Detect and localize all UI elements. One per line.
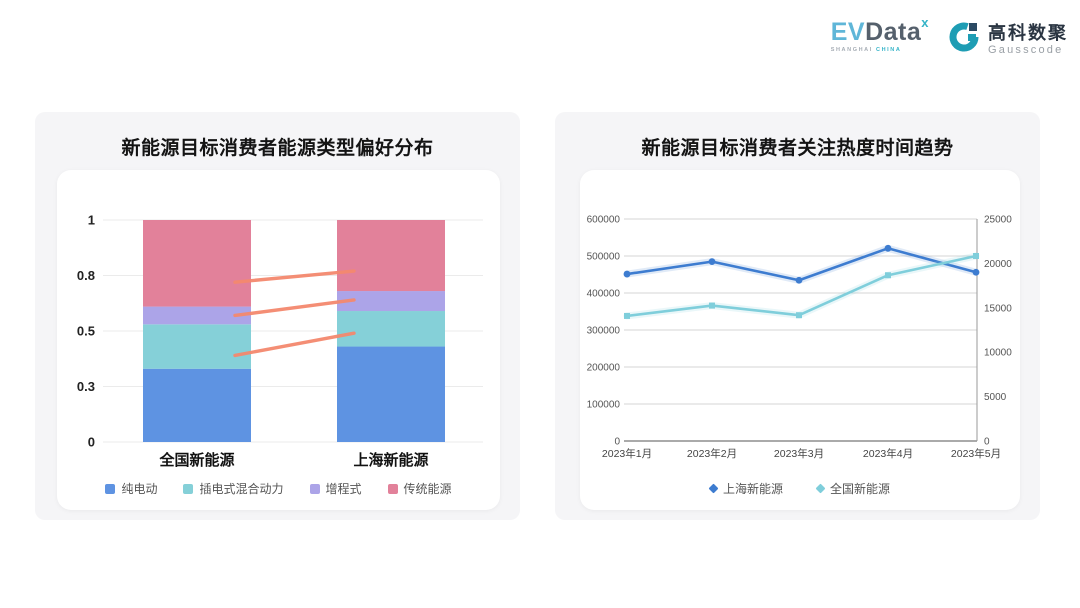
svg-text:0: 0 xyxy=(88,435,95,450)
legend-item[interactable]: 纯电动 xyxy=(105,480,157,497)
legend-item[interactable]: 插电式混合动力 xyxy=(183,480,284,497)
legend-marker-icon xyxy=(183,483,194,494)
svg-text:400000: 400000 xyxy=(587,289,621,300)
svg-text:全国新能源: 全国新能源 xyxy=(158,451,234,469)
legend-marker-icon xyxy=(105,483,116,494)
svg-text:0: 0 xyxy=(614,437,620,448)
legend-item[interactable]: 全国新能源 xyxy=(815,480,891,497)
header: EVDatax SHANGHAI CHINA 高科数聚 Gausscode xyxy=(830,16,1068,59)
gausscode-cn-name: 高科数聚 xyxy=(988,22,1068,43)
line-chart-title: 新能源目标消费者关注热度时间趋势 xyxy=(641,138,954,159)
svg-text:2023年3月: 2023年3月 xyxy=(774,447,824,460)
svg-text:上海新能源: 上海新能源 xyxy=(353,451,428,469)
line-chart-panel: 0 100000 200000 300000 400000 500000 600000 0 50… xyxy=(580,170,1020,510)
svg-text:500000: 500000 xyxy=(587,252,621,263)
trend-line-chart: 0 100000 200000 300000 400000 500000 600000 0 50… xyxy=(587,215,1013,461)
evdata-x-icon: x xyxy=(921,15,929,30)
svg-text:2023年4月: 2023年4月 xyxy=(863,447,913,460)
svg-text:100000: 100000 xyxy=(587,400,621,411)
legend-item[interactable]: 传统能源 xyxy=(387,480,452,497)
gausscode-g-icon xyxy=(947,20,981,59)
svg-text:15000: 15000 xyxy=(984,303,1012,314)
legend-label: 全国新能源 xyxy=(830,482,891,496)
svg-text:1: 1 xyxy=(88,213,95,228)
bar-chart-legend: 纯电动 插电式混合动力 增程式 传统能源 xyxy=(57,480,500,497)
evdata-data-text: Data xyxy=(865,18,922,46)
svg-text:25000: 25000 xyxy=(984,215,1012,226)
legend-item[interactable]: 上海新能源 xyxy=(708,480,783,497)
svg-text:20000: 20000 xyxy=(984,259,1012,270)
legend-label: 上海新能源 xyxy=(722,482,783,496)
bar-chart-panel: 0 0.3 0.5 0.8 1 全国新能源 上海新能源 纯电动 插电式混合动力 增程式 传统能源 xyxy=(57,170,500,510)
gausscode-logo: 高科数聚 Gausscode xyxy=(947,20,1068,59)
svg-text:2023年1月: 2023年1月 xyxy=(602,447,652,460)
evdata-wordmark: EVDatax xyxy=(830,16,929,46)
svg-text:0.3: 0.3 xyxy=(77,379,95,394)
legend-label: 增程式 xyxy=(325,482,362,496)
svg-text:0.5: 0.5 xyxy=(77,324,95,339)
legend-marker-icon xyxy=(708,483,719,494)
legend-marker-icon xyxy=(387,483,398,494)
svg-text:0: 0 xyxy=(984,437,990,448)
svg-text:2023年5月: 2023年5月 xyxy=(951,447,1001,460)
svg-text:2023年2月: 2023年2月 xyxy=(687,447,737,460)
svg-text:300000: 300000 xyxy=(587,326,621,337)
legend-label: 传统能源 xyxy=(403,482,452,496)
gausscode-en-name: Gausscode xyxy=(988,43,1064,56)
evdata-ev-text: EV xyxy=(830,18,866,46)
svg-text:10000: 10000 xyxy=(984,348,1012,359)
svg-text:5000: 5000 xyxy=(984,392,1007,403)
energy-preference-card: 新能源目标消费者能源类型偏好分布 0 0.3 0.5 0.8 1 全国新能源 上海新能源 纯… xyxy=(35,112,520,520)
line-chart-legend: 上海新能源 全国新能源 xyxy=(580,480,1020,497)
evdata-tagline: SHANGHAI CHINA xyxy=(830,47,902,53)
legend-marker-icon xyxy=(309,483,320,494)
svg-text:0.8: 0.8 xyxy=(77,268,95,283)
attention-trend-card: 新能源目标消费者关注热度时间趋势 0 100000 200000 300000 4000… xyxy=(555,112,1040,520)
legend-item[interactable]: 增程式 xyxy=(309,480,362,497)
evdata-logo: EVDatax SHANGHAI CHINA xyxy=(830,16,929,54)
legend-label: 纯电动 xyxy=(121,482,158,496)
stacked-bar-chart: 0 0.3 0.5 0.8 1 全国新能源 上海新能源 xyxy=(77,213,483,469)
legend-marker-icon xyxy=(815,483,826,494)
svg-text:600000: 600000 xyxy=(587,215,621,226)
bar-chart-title: 新能源目标消费者能源类型偏好分布 xyxy=(121,138,434,159)
legend-label: 插电式混合动力 xyxy=(199,482,284,496)
svg-text:200000: 200000 xyxy=(587,363,621,374)
